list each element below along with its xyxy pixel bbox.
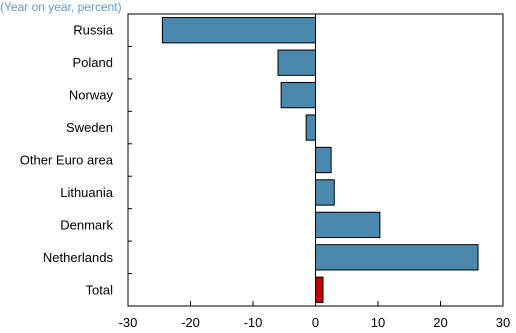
category-label: Russia (73, 23, 114, 38)
category-label: Poland (73, 55, 113, 70)
x-tick-label: 20 (433, 315, 447, 330)
bars-group (161, 17, 479, 303)
category-label: Lithuania (60, 185, 114, 200)
x-tick-label: 10 (371, 315, 385, 330)
x-tick-label: -10 (244, 315, 263, 330)
chart-subtitle: (Year on year, percent) (0, 0, 122, 14)
bar-total (315, 276, 324, 303)
category-labels-group: Russia Poland Norway Sweden Other Euro area L… (20, 23, 114, 298)
category-label: Sweden (66, 120, 113, 135)
category-label: Norway (69, 88, 114, 103)
bar-lithuania (315, 179, 335, 206)
category-label: Netherlands (43, 250, 114, 265)
bar-other-euro-area (315, 146, 332, 174)
x-tick-label: -20 (181, 315, 200, 330)
bar-netherlands (315, 244, 479, 271)
bar-denmark (315, 211, 381, 239)
category-label: Other Euro area (20, 153, 114, 168)
x-tick-label: 0 (312, 315, 319, 330)
x-tick-label: 30 (496, 315, 510, 330)
category-label: Denmark (60, 217, 113, 232)
category-label: Total (86, 282, 114, 297)
x-tick-label: -30 (119, 315, 138, 330)
bar-poland (277, 49, 316, 76)
bar-sweden (305, 114, 316, 141)
bar-norway (280, 81, 316, 109)
bar-russia (161, 17, 316, 44)
x-axis-ticks-group: -30 -20 -10 0 10 20 30 (119, 13, 510, 330)
